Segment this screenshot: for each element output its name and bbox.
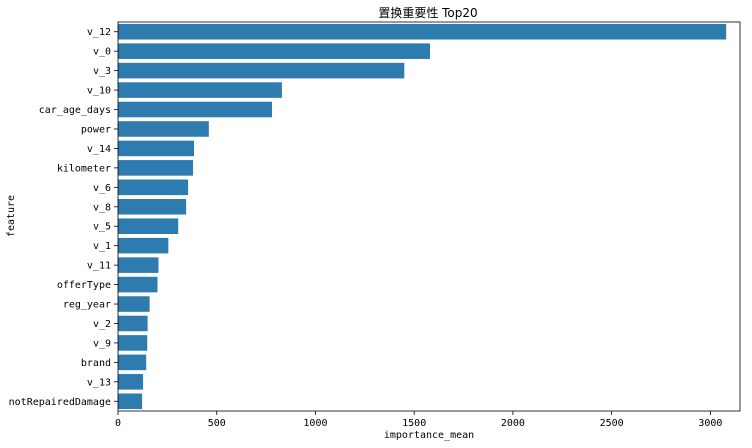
bar-v_13 <box>118 374 144 390</box>
plot-frame <box>117 21 741 412</box>
x-tick-label: 1500 <box>402 418 426 429</box>
x-tick-label: 1000 <box>303 418 327 429</box>
y-tick-label: v_12 <box>87 27 111 38</box>
bar-v_3 <box>118 62 405 79</box>
bar-v_9 <box>118 335 148 351</box>
y-tick-label: v_3 <box>93 66 111 77</box>
y-tick-label: v_0 <box>93 47 111 58</box>
bars-layer <box>118 23 727 410</box>
y-tick-label: v_2 <box>93 319 111 330</box>
bar-offerType <box>118 276 158 293</box>
bar-v_14 <box>118 140 195 157</box>
y-tick-label: v_9 <box>93 338 111 349</box>
bar-reg_year <box>118 296 150 312</box>
bar-v_12 <box>118 23 727 40</box>
x-tick-label: 3000 <box>698 418 722 429</box>
y-tick-label: v_5 <box>93 222 111 233</box>
bar-v_5 <box>118 218 179 235</box>
y-tick-label: v_11 <box>87 261 111 272</box>
y-tick-label: kilometer <box>57 163 111 174</box>
bar-v_8 <box>118 198 187 215</box>
x-tick-label: 500 <box>208 418 226 429</box>
bar-v_2 <box>118 315 148 332</box>
chart-title: 置换重要性 Top20 <box>378 6 477 20</box>
y-tick-label: v_6 <box>93 183 111 194</box>
bar-power <box>118 121 209 137</box>
bar-car_age_days <box>118 101 273 118</box>
bar-notRepairedDamage <box>118 393 143 410</box>
bar-brand <box>118 354 147 371</box>
bar-v_10 <box>118 82 282 98</box>
bar-kilometer <box>118 160 194 176</box>
y-tick-label: notRepairedDamage <box>9 397 111 408</box>
y-tick-label: v_14 <box>87 144 111 155</box>
y-tick-label: v_1 <box>93 241 111 252</box>
y-tick-label: v_10 <box>87 86 111 97</box>
y-axis-title: feature <box>6 195 17 237</box>
x-axis-title: importance_mean <box>384 430 474 441</box>
bar-v_0 <box>118 43 430 59</box>
y-tick-label: reg_year <box>63 300 111 311</box>
y-tick-label: offerType <box>57 280 111 291</box>
x-axis-ticks: 0 500 1000 1500 2000 2500 3000 <box>115 411 722 429</box>
y-tick-label: brand <box>81 358 111 369</box>
bar-v_6 <box>118 179 189 196</box>
x-tick-label: 2000 <box>501 418 525 429</box>
bar-v_11 <box>118 257 159 273</box>
y-tick-label: v_13 <box>87 377 111 388</box>
y-tick-label: v_8 <box>93 202 111 213</box>
bar-v_1 <box>118 237 169 254</box>
y-tick-label: power <box>81 124 111 135</box>
x-tick-label: 2500 <box>600 418 624 429</box>
y-tick-label: car_age_days <box>39 105 111 116</box>
x-tick-label: 0 <box>115 418 121 429</box>
